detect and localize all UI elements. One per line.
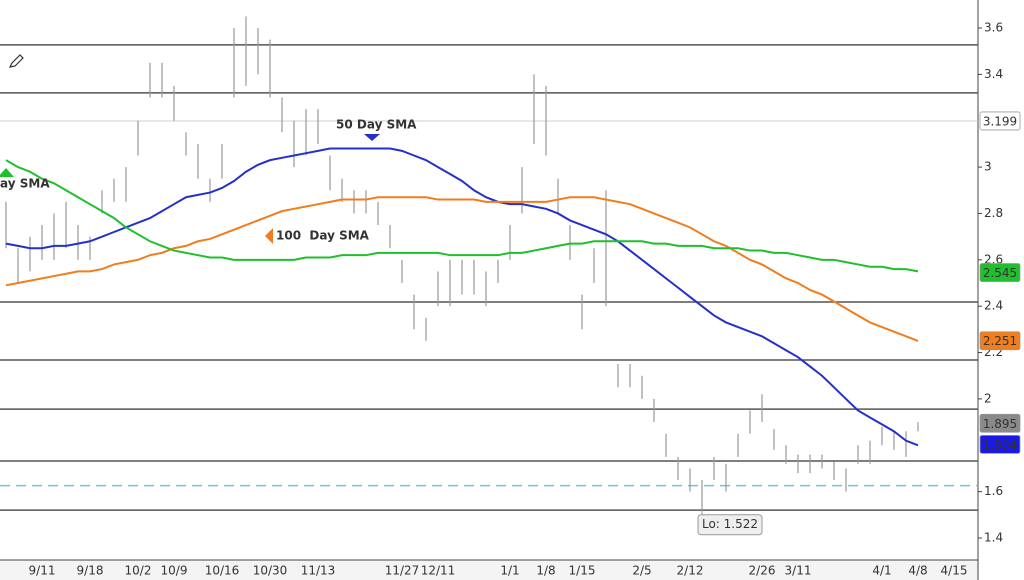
x-tick-label: 2/5 — [632, 564, 651, 578]
price-tag-box — [979, 413, 1021, 433]
sma-label: ay SMA — [0, 177, 50, 191]
sma-label-marker — [364, 134, 380, 141]
price-tag-box — [979, 263, 1021, 282]
x-tick-label: 10/16 — [205, 564, 240, 578]
price-tag-box — [979, 111, 1021, 131]
x-tick-label: 9/18 — [77, 564, 104, 578]
sma-line — [5, 159, 919, 273]
price-tag: 3.199 — [983, 114, 1017, 128]
x-tick-label: 9/11 — [29, 564, 56, 578]
sma-label-marker — [0, 168, 14, 177]
y-tick-label: 2 — [984, 391, 992, 405]
y-tick-label: 1.4 — [984, 531, 1003, 545]
price-tag-box — [979, 331, 1021, 351]
price-tag: 1.895 — [983, 417, 1017, 431]
y-tick-label: 3.4 — [984, 67, 1003, 81]
y-tick-label: 1.6 — [984, 484, 1003, 498]
price-tag-box — [979, 434, 1021, 454]
low-label: Lo: 1.522 — [702, 517, 758, 531]
sma-line — [5, 147, 919, 447]
x-tick-label: 3/11 — [785, 564, 812, 578]
sma-label-marker — [265, 228, 273, 244]
sma-label: 50 Day SMA — [336, 118, 417, 132]
y-tick-label: 3.6 — [984, 21, 1003, 35]
x-tick-label: 1/1 — [500, 564, 519, 578]
x-tick-label: 10/30 — [253, 564, 288, 578]
x-tick-label: 4/1 — [872, 564, 891, 578]
y-tick-label: 3 — [984, 160, 992, 174]
x-axis-band — [0, 560, 978, 580]
x-tick-label: 10/9 — [161, 564, 188, 578]
y-tick-label: 2.6 — [984, 252, 1003, 266]
x-tick-label: 1/8 — [536, 564, 555, 578]
sma-line — [5, 196, 919, 342]
x-tick-label: 10/2 — [125, 564, 152, 578]
x-tick-label: 12/11 — [421, 564, 456, 578]
x-tick-label: 2/26 — [749, 564, 776, 578]
price-tag: 1.804 — [983, 438, 1017, 452]
price-tag: 2.545 — [983, 266, 1017, 280]
x-tick-label: 11/27 — [385, 564, 420, 578]
axes: 1.41.622.22.42.62.833.43.69/11 9/18 10/2 10… — [29, 21, 1021, 578]
y-tick-label: 2.4 — [984, 299, 1003, 313]
sma-label: 100 Day SMA — [276, 229, 370, 243]
plot-area: 50 Day SMA 100 Day SMA ay SMA Lo: 1.522 — [0, 16, 978, 536]
pencil-icon[interactable] — [8, 54, 24, 68]
x-tick-label: 11/13 — [301, 564, 336, 578]
x-tick-label: 2/12 — [677, 564, 704, 578]
x-tick-label: 4/15 — [941, 564, 968, 578]
low-label-box — [697, 514, 763, 536]
price-tag: 2.251 — [983, 334, 1017, 348]
y-tick-label: 2.8 — [984, 206, 1003, 220]
x-tick-label: 1/15 — [569, 564, 596, 578]
x-tick-label: 4/8 — [908, 564, 927, 578]
